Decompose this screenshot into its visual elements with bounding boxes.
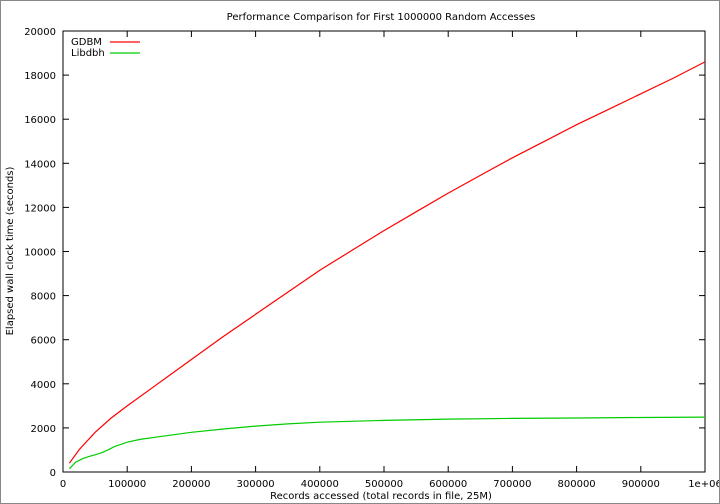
y-tick-label: 16000	[24, 115, 56, 126]
x-tick-label: 100000	[108, 479, 146, 490]
y-tick-label: 0	[50, 468, 56, 479]
x-tick-label: 700000	[493, 479, 531, 490]
series-line-gdbm	[68, 61, 706, 464]
y-tick-label: 8000	[31, 292, 56, 303]
x-tick-label: 400000	[301, 479, 339, 490]
series-line-libdbh	[68, 416, 706, 470]
y-tick-label: 4000	[31, 380, 56, 391]
y-tick-label: 10000	[24, 248, 56, 259]
x-tick-label: 500000	[365, 479, 403, 490]
y-tick-label: 6000	[31, 336, 56, 347]
chart-title: Performance Comparison for First 1000000…	[227, 12, 536, 23]
x-tick-label: 1e+06	[688, 479, 719, 490]
y-tick-label: 2000	[31, 424, 56, 435]
y-axis-title: Elapsed wall clock time (seconds)	[5, 167, 16, 336]
x-axis-ticks: 0 100000 200000 300000 400000 500000 600000 700…	[60, 31, 719, 490]
y-tick-label: 14000	[24, 159, 56, 170]
y-tick-label: 20000	[24, 27, 56, 38]
y-tick-label: 18000	[24, 71, 56, 82]
x-tick-label: 0	[60, 479, 66, 490]
y-tick-label: 12000	[24, 203, 56, 214]
x-tick-label: 600000	[429, 479, 467, 490]
x-tick-label: 300000	[237, 479, 275, 490]
series-layer	[68, 61, 706, 470]
x-tick-label: 200000	[172, 479, 210, 490]
plot-frame	[62, 30, 706, 473]
x-axis-title: Records accessed (total records in file,…	[270, 491, 492, 502]
legend-label: GDBM	[71, 37, 102, 48]
x-tick-label: 900000	[622, 479, 660, 490]
x-tick-label: 800000	[558, 479, 596, 490]
legend-label: Libdbh	[71, 48, 105, 59]
y-axis-ticks: 0 2000 4000 6000 8000 10000 12000 14000 16000 180…	[24, 27, 705, 479]
